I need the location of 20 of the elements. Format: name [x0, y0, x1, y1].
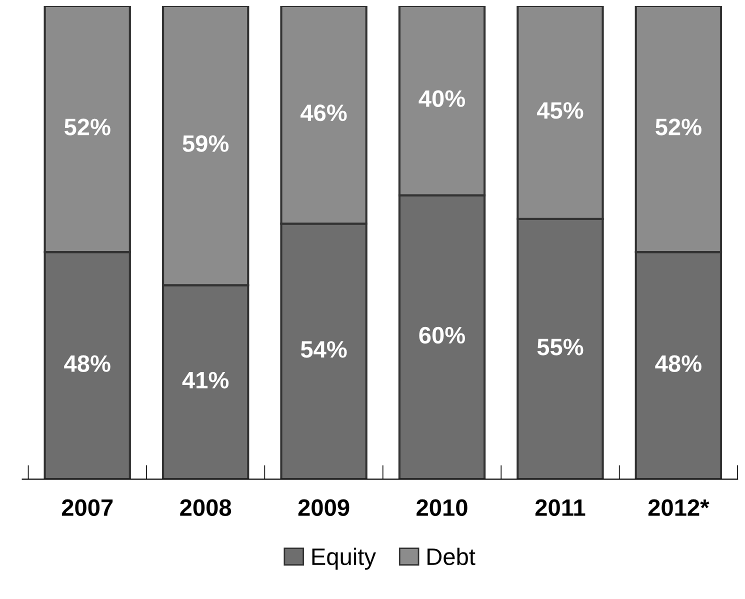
x-tick-label: 2009 — [298, 499, 350, 516]
data-label: 46% — [300, 104, 347, 122]
x-tick-label: 2007 — [62, 499, 113, 516]
data-label: 40% — [418, 90, 466, 107]
x-tick-label: 2012* — [648, 499, 710, 516]
data-label: 48% — [64, 355, 110, 372]
data-label: 52% — [656, 118, 702, 136]
data-label: 52% — [64, 118, 110, 136]
legend-label: Equity — [312, 548, 376, 570]
data-label: 48% — [655, 355, 702, 372]
x-tick-label: 2011 — [535, 499, 586, 516]
data-label: 60% — [419, 326, 466, 344]
x-tick-label: 2008 — [180, 499, 232, 516]
data-label: 45% — [536, 102, 584, 119]
data-label: 41% — [182, 372, 229, 388]
x-tick-label: 2010 — [416, 499, 468, 516]
data-label: 54% — [300, 341, 347, 358]
data-label: 55% — [537, 338, 584, 356]
data-label: 59% — [182, 135, 229, 152]
legend-label: Debt — [428, 548, 476, 566]
